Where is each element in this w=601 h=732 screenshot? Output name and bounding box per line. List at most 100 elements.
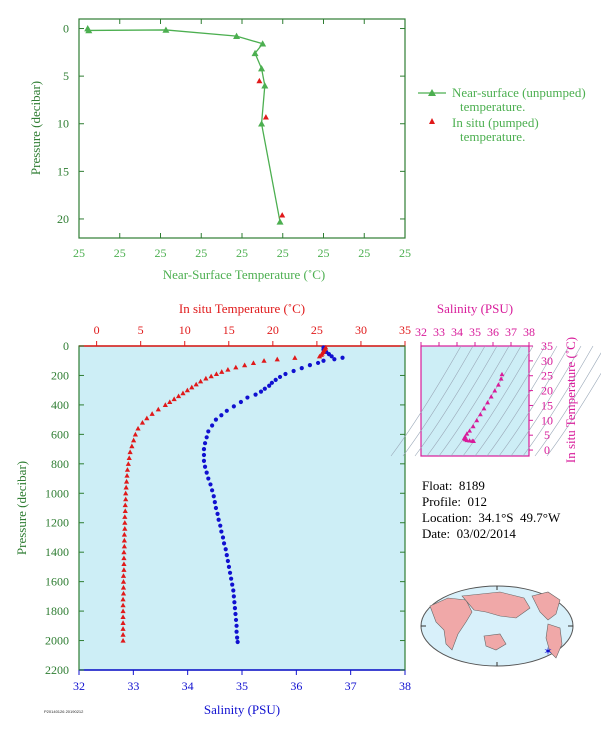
ts-y-tick-label: 5 xyxy=(544,428,550,442)
temperature-point xyxy=(120,626,126,631)
ts-point xyxy=(499,371,505,377)
salinity-point xyxy=(253,392,258,397)
salinity-point xyxy=(315,360,321,366)
pressure-tick-label: 600 xyxy=(51,427,69,441)
temperature-point xyxy=(123,484,129,490)
salinity-point xyxy=(202,464,208,469)
near-surface-x-tick-label: 25 xyxy=(195,246,207,260)
map-land xyxy=(429,591,563,659)
salinity-point xyxy=(224,553,229,558)
temperature-point xyxy=(197,378,204,384)
salinity-point xyxy=(213,417,219,422)
in-situ-temperature-point xyxy=(262,114,269,120)
pressure-tick-label: 1400 xyxy=(45,545,69,559)
ts-density-contour xyxy=(498,345,570,457)
salinity-point xyxy=(235,635,240,640)
salinity-point xyxy=(218,523,223,528)
pressure-tick-label: 800 xyxy=(51,457,69,471)
near-surface-series xyxy=(84,25,286,225)
profile-y-axis-label: Pressure (decibar) xyxy=(14,461,29,555)
temperature-point xyxy=(120,637,126,643)
salinity-point xyxy=(232,600,237,605)
salinity-point xyxy=(262,386,267,391)
near-surface-y-tick-label: 20 xyxy=(57,212,69,226)
profile-plot-frame xyxy=(78,345,406,671)
ts-density-contour xyxy=(486,345,558,457)
profile-plot: 0 5 10 15 20 25 30 35 32 33 34 35 36 37 38 0 200 400 600 80… xyxy=(14,301,411,717)
near-surface-temperature-plot: 25 25 25 25 25 25 25 25 25 0 5 10 15 20 Near-Surface… xyxy=(28,18,411,282)
salinity-point xyxy=(231,594,236,599)
ts-y-tick-label: 35 xyxy=(541,339,553,353)
ts-x-tick-label: 37 xyxy=(505,325,517,339)
temperature-point xyxy=(242,362,248,368)
salinity-point xyxy=(226,564,232,570)
temperature-point xyxy=(193,381,199,387)
temperature-point xyxy=(126,455,132,461)
temperature-tick-label: 20 xyxy=(267,323,279,337)
salinity-point xyxy=(219,529,224,534)
salinity-point xyxy=(208,482,213,487)
map-land-north-america xyxy=(531,591,561,621)
temperature-point xyxy=(129,443,135,449)
ts-y-tick-label: 20 xyxy=(541,384,553,398)
salinity-point xyxy=(210,488,215,493)
salinity-point xyxy=(211,494,216,499)
temperature-point xyxy=(120,614,126,620)
ts-point xyxy=(492,388,498,393)
salinity-point xyxy=(332,357,337,362)
ts-point xyxy=(467,428,472,433)
in-situ-temperature-point xyxy=(256,77,263,84)
temperature-point xyxy=(124,467,131,472)
salinity-tick-label: 32 xyxy=(73,679,85,693)
temperature-point xyxy=(120,584,127,590)
temperature-point xyxy=(122,508,128,514)
salinity-point xyxy=(206,429,211,434)
salinity-point xyxy=(202,441,208,446)
temperature-point xyxy=(121,567,127,572)
salinity-point xyxy=(231,404,236,409)
ts-density-contour xyxy=(474,345,546,457)
salinity-point xyxy=(307,363,313,368)
temperature-point xyxy=(122,520,128,525)
temperature-point xyxy=(203,375,209,381)
ts-point xyxy=(496,382,501,387)
pressure-tick-label: 1600 xyxy=(45,575,69,589)
salinity-point xyxy=(291,368,296,374)
temperature-point xyxy=(123,496,129,502)
temperature-point xyxy=(125,461,131,466)
salinity-point xyxy=(238,399,244,405)
salinity-point xyxy=(219,413,224,418)
float-info: Float: 8189 Profile: 012 Location: 34.1°… xyxy=(422,478,560,542)
pressure-tick-label: 2000 xyxy=(45,634,69,648)
salinity-tick-label: 34 xyxy=(182,679,194,693)
salinity-point xyxy=(235,639,240,645)
salinity-point xyxy=(216,517,221,522)
float-number: Float: 8189 xyxy=(422,478,485,493)
ts-density-contour xyxy=(522,345,594,457)
near-surface-x-tick-label: 25 xyxy=(155,246,167,260)
pressure-tick-label: 1000 xyxy=(45,486,69,500)
salinity-point xyxy=(227,570,233,575)
pressure-tick-label: 1800 xyxy=(45,604,69,618)
temperature-point xyxy=(131,437,137,443)
salinity-point xyxy=(220,535,226,540)
near-surface-x-tick-label: 25 xyxy=(399,246,411,260)
legend-green-triangle-icon xyxy=(428,89,436,96)
near-surface-temperature-point xyxy=(258,65,266,72)
ts-density-contour xyxy=(510,345,582,457)
salinity-point xyxy=(201,452,207,458)
ts-point xyxy=(474,417,480,423)
pressure-tick-label: 0 xyxy=(63,339,69,353)
salinity-point xyxy=(224,408,229,413)
temperature-tick-label: 15 xyxy=(223,323,235,337)
in-situ-temperature-point xyxy=(279,212,286,218)
temperature-point xyxy=(121,543,127,549)
near-surface-x-tick-label: 25 xyxy=(358,246,370,260)
ts-x-axis-label: Salinity (PSU) xyxy=(437,301,513,316)
ts-y-tick-label: 0 xyxy=(544,443,550,457)
near-surface-temperature-point xyxy=(85,26,93,34)
ts-series xyxy=(461,371,505,444)
near-surface-x-tick-label: 25 xyxy=(277,246,289,260)
profile-number: Profile: 012 xyxy=(422,494,487,509)
